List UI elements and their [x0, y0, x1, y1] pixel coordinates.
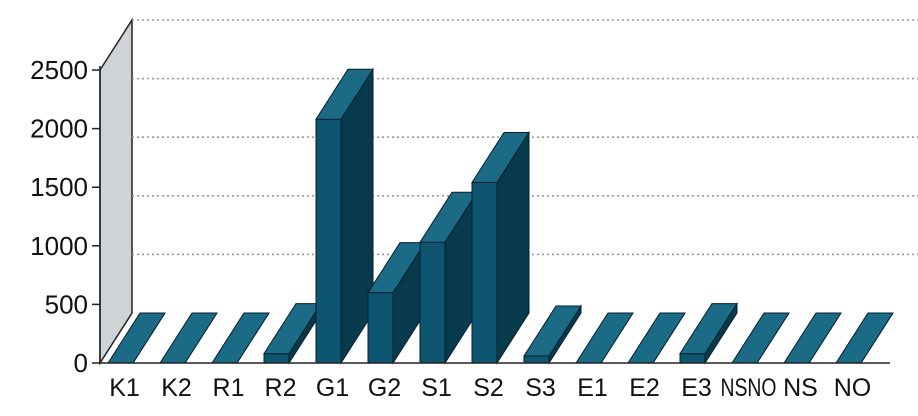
x-tick-label: NO — [834, 374, 872, 402]
bar-front — [471, 182, 498, 364]
bar-ns — [783, 312, 842, 364]
bar-r2 — [263, 301, 322, 365]
bar-s1 — [419, 190, 478, 365]
x-tick-label: S2 — [473, 374, 504, 402]
y-tick-label: 500 — [45, 289, 88, 319]
y-tick-label: 2500 — [30, 55, 88, 85]
bars — [107, 67, 894, 365]
bar-r1 — [211, 312, 270, 364]
x-tick-label: NSNO — [721, 374, 777, 402]
bar-top — [783, 312, 842, 364]
x-axis: K1 K2 R1 R2 G1 G2 S1 S2 S3 E1 E2 E3 NSNO NS NO — [109, 374, 871, 402]
x-tick-label: R1 — [213, 374, 245, 402]
bar-g2 — [367, 240, 426, 365]
bar-s2 — [471, 130, 530, 365]
bar-top — [523, 305, 582, 357]
bar-top — [575, 312, 634, 364]
bar-front — [679, 353, 706, 364]
x-tick-label: K1 — [109, 374, 140, 402]
bar-e2 — [627, 312, 686, 364]
x-tick-label: E3 — [681, 374, 712, 402]
bar-top — [731, 312, 790, 364]
bar-nsno — [731, 312, 790, 364]
bar-top — [835, 312, 894, 364]
x-tick-label: S3 — [525, 374, 556, 402]
bar-e3 — [679, 301, 738, 365]
bar-front — [367, 292, 394, 364]
x-tick-label: G1 — [316, 374, 349, 402]
bar-top — [159, 312, 218, 364]
y-tick-label: 1000 — [30, 231, 88, 261]
grid-lines — [132, 19, 918, 256]
x-tick-label: NS — [783, 374, 818, 402]
bar-top — [471, 132, 530, 184]
x-tick-label: E2 — [629, 374, 660, 402]
bar-top — [211, 312, 270, 364]
bar-k2 — [159, 312, 218, 364]
y-tick-label: 1500 — [30, 172, 88, 202]
bar-top — [315, 68, 374, 120]
bar-top — [263, 303, 322, 355]
x-tick-label: K2 — [161, 374, 192, 402]
y-axis: 0 500 1000 1500 2000 2500 — [30, 55, 890, 378]
x-tick-label: S1 — [421, 374, 452, 402]
bar-front — [315, 118, 342, 364]
bar-front — [419, 241, 446, 364]
x-tick-label: R2 — [265, 374, 297, 402]
y-tick-label: 2000 — [30, 114, 88, 144]
bar-front — [263, 353, 290, 364]
bar-front — [523, 355, 550, 364]
chart-back-wall — [99, 17, 133, 366]
y-tick-label: 0 — [74, 348, 88, 378]
bar-e1 — [575, 312, 634, 364]
bar-top — [627, 312, 686, 364]
x-tick-label: E1 — [577, 374, 608, 402]
bar-top — [679, 303, 738, 355]
bar-s3 — [523, 304, 582, 365]
bar-no — [835, 312, 894, 364]
bar-g1 — [315, 67, 374, 365]
x-tick-label: G2 — [368, 374, 401, 402]
